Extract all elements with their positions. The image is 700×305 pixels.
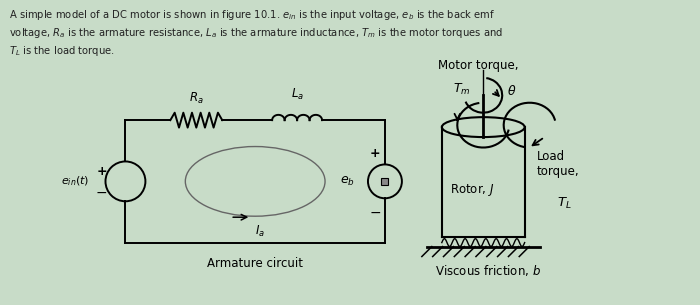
Text: −: − bbox=[96, 186, 107, 200]
Text: Load
torque,: Load torque, bbox=[537, 150, 580, 178]
Text: $T_m$: $T_m$ bbox=[452, 82, 470, 97]
Text: $e_{in}(t)$: $e_{in}(t)$ bbox=[62, 174, 90, 188]
Text: +: + bbox=[370, 147, 380, 160]
Text: $e_b$: $e_b$ bbox=[340, 175, 354, 188]
Text: Armature circuit: Armature circuit bbox=[207, 257, 303, 270]
Text: Viscous friction, $b$: Viscous friction, $b$ bbox=[435, 264, 541, 278]
Bar bbox=[382, 178, 388, 185]
Text: +: + bbox=[96, 165, 107, 178]
Text: $\theta$: $\theta$ bbox=[508, 84, 517, 98]
Text: $L_a$: $L_a$ bbox=[290, 87, 304, 102]
Text: $T_L$: $T_L$ bbox=[556, 196, 571, 211]
Text: $I_a$: $I_a$ bbox=[256, 224, 265, 239]
Text: Rotor, $J$: Rotor, $J$ bbox=[450, 182, 494, 198]
Text: Motor torque,: Motor torque, bbox=[438, 59, 519, 72]
Text: $R_a$: $R_a$ bbox=[189, 91, 204, 106]
Text: −: − bbox=[369, 206, 381, 220]
Text: A simple model of a DC motor is shown in figure 10.1. $e_{in}$ is the input volt: A simple model of a DC motor is shown in… bbox=[8, 8, 503, 58]
